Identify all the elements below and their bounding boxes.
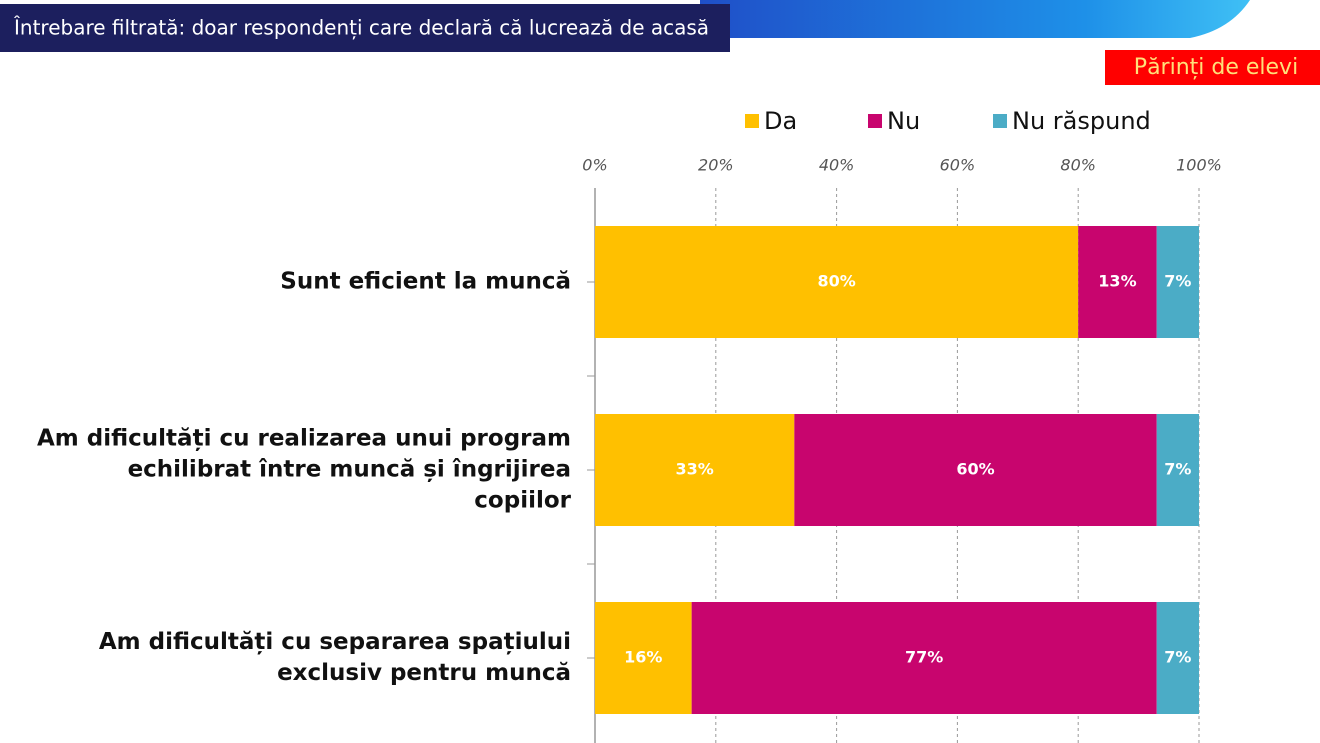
data-label: 33% bbox=[676, 460, 714, 479]
data-label: 80% bbox=[817, 272, 855, 291]
x-tick-label: 40% bbox=[819, 156, 855, 175]
data-label: 60% bbox=[956, 460, 994, 479]
bar-segment bbox=[595, 602, 692, 714]
data-label: 7% bbox=[1164, 272, 1191, 291]
data-label: 16% bbox=[624, 648, 662, 667]
annotation: Părinți de elevi bbox=[1134, 55, 1298, 80]
legend-swatch bbox=[868, 114, 882, 128]
bar-segment bbox=[691, 602, 1157, 714]
legend-swatch bbox=[745, 114, 759, 128]
subtitle: Întrebare filtrată: doar respondenți car… bbox=[13, 16, 709, 40]
bar-segment bbox=[595, 414, 795, 526]
legend-label: Nu răspund bbox=[1012, 107, 1151, 135]
x-tick-label: 80% bbox=[1060, 156, 1096, 175]
data-label: 7% bbox=[1164, 460, 1191, 479]
bar-segment bbox=[1156, 602, 1199, 714]
bar-segment bbox=[794, 414, 1157, 526]
x-tick-label: 60% bbox=[940, 156, 976, 175]
x-tick-label: 100% bbox=[1176, 156, 1222, 175]
bar-segment bbox=[1156, 414, 1199, 526]
header-swoosh bbox=[700, 0, 1250, 38]
category-label: Am dificultăți cu separarea spațiului ex… bbox=[98, 629, 571, 686]
legend-swatch bbox=[993, 114, 1007, 128]
data-label: 13% bbox=[1098, 272, 1136, 291]
data-label: 7% bbox=[1164, 648, 1191, 667]
category-label: Sunt eficient la muncă bbox=[280, 268, 571, 295]
x-tick-label: 0% bbox=[582, 156, 607, 175]
bar-segment bbox=[595, 226, 1079, 338]
segment-badge bbox=[1105, 50, 1320, 85]
legend-label: Nu bbox=[887, 107, 920, 135]
legend-label: Da bbox=[764, 107, 797, 135]
bar-segment bbox=[1156, 226, 1199, 338]
category-label: Am dificultăți cu realizarea unui progra… bbox=[37, 425, 571, 514]
bar-segment bbox=[1078, 226, 1157, 338]
data-label: 77% bbox=[905, 648, 943, 667]
x-tick-label: 20% bbox=[698, 156, 734, 175]
header-banner bbox=[0, 4, 730, 52]
